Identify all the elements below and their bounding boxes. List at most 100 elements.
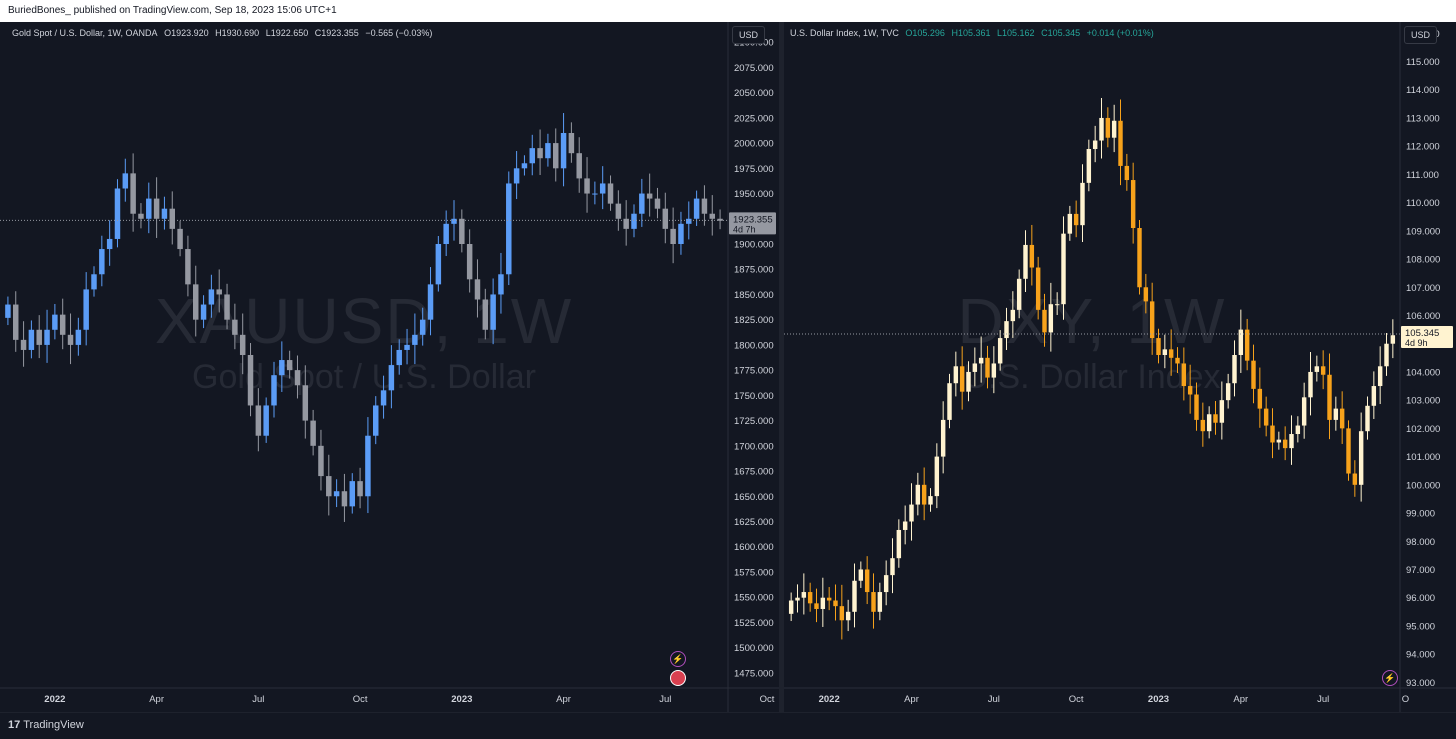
candle-body: [978, 357, 984, 364]
currency-button[interactable]: USD: [732, 26, 766, 44]
candle-body: [678, 223, 684, 244]
y-tick-label: 1625.000: [734, 517, 774, 528]
candle-body: [928, 496, 933, 505]
candle-body: [130, 173, 136, 214]
candle-body: [1143, 287, 1149, 302]
y-tick-label: 107.000: [1406, 283, 1440, 294]
candle-body: [1320, 366, 1326, 375]
currency-button[interactable]: USD: [1404, 26, 1438, 44]
legend-low: L105.162: [997, 28, 1035, 38]
lightning-events-icon[interactable]: ⚡: [670, 651, 686, 667]
tradingview-logo-text: TradingView: [23, 719, 84, 731]
last-price-label-bg: [1401, 325, 1453, 348]
candle-body: [997, 338, 1003, 364]
candle-body: [693, 198, 700, 219]
x-tick-label: Jul: [988, 694, 1000, 705]
candle-body: [1276, 439, 1282, 443]
y-tick-label: 1875.000: [734, 265, 774, 276]
candle-body: [1371, 386, 1377, 406]
chart-panel-dxy[interactable]: DXY, 1W U.S. Dollar Index 116.000115.000…: [784, 22, 1456, 712]
candle-body: [807, 592, 813, 604]
candle-body: [940, 419, 946, 457]
y-tick-label: 1500.000: [734, 643, 774, 654]
candle-body: [1257, 388, 1263, 409]
candle-body: [1327, 374, 1332, 420]
candle-body: [877, 592, 883, 612]
candle-body: [1308, 371, 1313, 398]
candle-body: [1181, 363, 1187, 387]
y-tick-label: 102.000: [1406, 424, 1440, 435]
candle-body: [263, 405, 269, 436]
x-tick-label: O: [1402, 694, 1409, 705]
legend-change: +0.014 (+0.01%): [1086, 28, 1154, 38]
candle-body: [529, 148, 535, 164]
candle-body: [13, 304, 19, 340]
y-tick-label: 108.000: [1406, 255, 1440, 266]
price-chart-svg[interactable]: 116.000115.000114.000113.000112.000111.0…: [784, 22, 1456, 712]
candle-body: [1390, 335, 1396, 344]
x-tick-label: Jul: [252, 694, 264, 705]
candle-body: [106, 238, 113, 250]
legend-low: L1922.650: [265, 28, 309, 38]
lightning-events-icon[interactable]: ⚡: [1382, 670, 1398, 686]
legend-high: H105.361: [951, 28, 991, 38]
candle-body: [1004, 321, 1009, 339]
x-tick-label: 2023: [1148, 694, 1169, 705]
candle-body: [498, 274, 504, 295]
last-price-countdown: 4d 7h: [733, 224, 756, 234]
candle-body: [1175, 357, 1180, 364]
y-tick-label: 1600.000: [734, 542, 774, 553]
candle-body: [972, 363, 978, 372]
candle-body: [1010, 309, 1016, 322]
y-tick-label: 93.000: [1406, 678, 1435, 689]
legend-high: H1930.690: [215, 28, 260, 38]
candle-body: [826, 597, 832, 601]
candle-body: [271, 375, 277, 406]
x-tick-label: Jul: [1317, 694, 1329, 705]
legend-title: Gold Spot / U.S. Dollar, 1W, OANDA: [12, 28, 158, 38]
y-tick-label: 1675.000: [734, 467, 774, 478]
candle-body: [482, 299, 489, 330]
candle-body: [545, 143, 551, 159]
candle-body: [871, 592, 876, 612]
x-tick-label: Apr: [1233, 694, 1248, 705]
candle-body: [883, 575, 889, 593]
y-tick-label: 114.000: [1406, 85, 1440, 96]
us-flag-icon[interactable]: [670, 670, 686, 686]
candle-body: [459, 218, 465, 244]
price-chart-svg[interactable]: 2100.0002075.0002050.0002025.0002000.000…: [0, 22, 779, 712]
candle-body: [646, 193, 653, 199]
candle-body: [1137, 228, 1142, 288]
chart-panel-xauusd[interactable]: XAUUSD, 1W Gold Spot / U.S. Dollar 2100.…: [0, 22, 779, 712]
candle-body: [404, 344, 410, 350]
publish-info: BuriedBones_ published on TradingView.co…: [8, 5, 337, 16]
candle-body: [845, 611, 851, 621]
candle-body: [921, 484, 927, 505]
candle-body: [138, 213, 144, 219]
legend-title: U.S. Dollar Index, 1W, TVC: [790, 28, 899, 38]
candle-body: [1339, 408, 1345, 429]
y-tick-label: 103.000: [1406, 396, 1440, 407]
publish-bar: BuriedBones_ published on TradingView.co…: [0, 0, 1456, 22]
candle-body: [584, 178, 590, 194]
candle-body: [991, 363, 997, 378]
candle-body: [28, 329, 35, 350]
y-tick-label: 99.000: [1406, 509, 1435, 520]
candle-body: [247, 355, 254, 406]
candle-body: [607, 183, 614, 204]
tradingview-logo[interactable]: 17 TradingView: [8, 719, 84, 731]
candle-body: [490, 294, 496, 330]
candle-body: [177, 228, 183, 250]
candle-body: [1187, 386, 1193, 395]
candle-body: [373, 405, 379, 436]
candle-body: [5, 304, 11, 318]
candle-body: [357, 481, 363, 497]
candle-body: [1029, 244, 1035, 268]
panel-divider[interactable]: [779, 22, 784, 712]
candle-body: [169, 208, 175, 229]
candle-body: [896, 529, 902, 559]
candle-body: [44, 329, 50, 345]
candle-body: [788, 600, 794, 614]
y-tick-label: 1950.000: [734, 189, 774, 200]
candle-body: [506, 183, 512, 275]
